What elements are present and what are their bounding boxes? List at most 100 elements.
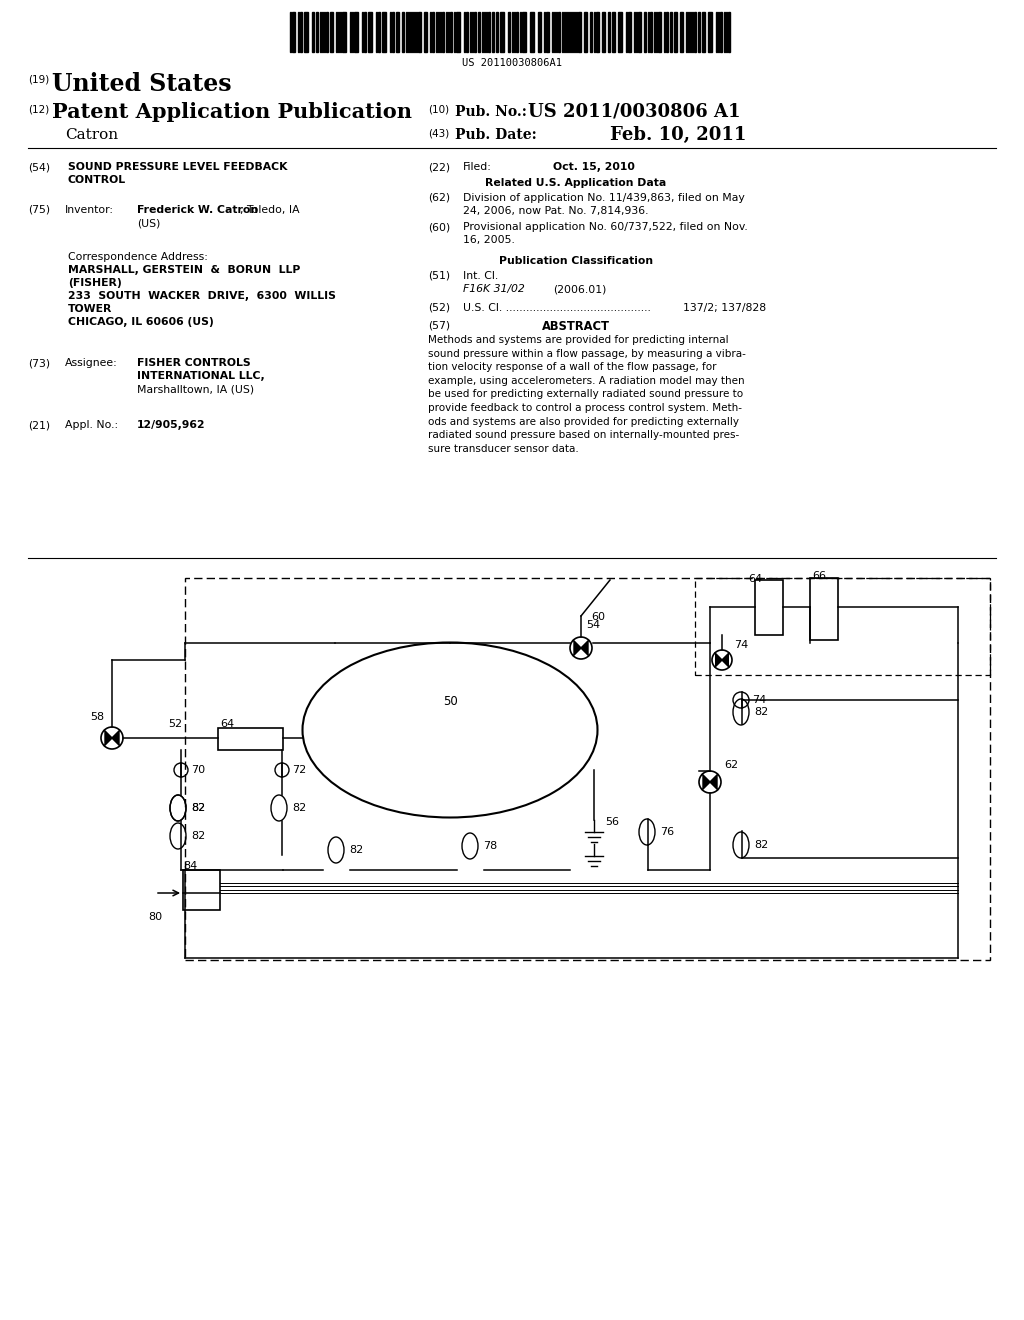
Bar: [354, 12, 358, 51]
Text: 233  SOUTH  WACKER  DRIVE,  6300  WILLIS: 233 SOUTH WACKER DRIVE, 6300 WILLIS: [68, 290, 336, 301]
Polygon shape: [104, 730, 112, 746]
Text: 72: 72: [292, 766, 306, 775]
Text: Related U.S. Application Data: Related U.S. Application Data: [485, 178, 667, 187]
Bar: [602, 12, 605, 51]
Bar: [698, 12, 700, 51]
Bar: [330, 12, 333, 51]
Bar: [755, 579, 783, 635]
Text: Pub. Date:: Pub. Date:: [455, 128, 537, 143]
Text: 84: 84: [183, 861, 198, 871]
Text: F16K 31/02: F16K 31/02: [463, 284, 524, 294]
Polygon shape: [581, 640, 589, 656]
Bar: [558, 12, 560, 51]
Text: INTERNATIONAL LLC,: INTERNATIONAL LLC,: [137, 371, 265, 381]
Bar: [612, 12, 615, 51]
Bar: [638, 12, 641, 51]
Bar: [185, 578, 990, 960]
Polygon shape: [710, 775, 718, 789]
Text: 76: 76: [660, 828, 674, 837]
Text: 137/2; 137/828: 137/2; 137/828: [683, 304, 766, 313]
Bar: [342, 12, 346, 51]
Text: 74: 74: [734, 640, 749, 649]
Text: TOWER: TOWER: [68, 304, 113, 314]
Text: (FISHER): (FISHER): [68, 279, 122, 288]
Text: 60: 60: [591, 612, 605, 622]
Text: Division of application No. 11/439,863, filed on May: Division of application No. 11/439,863, …: [463, 193, 744, 203]
Bar: [392, 12, 394, 51]
Text: 82: 82: [191, 803, 205, 813]
Text: 82: 82: [191, 803, 205, 813]
Text: (73): (73): [28, 358, 50, 368]
Text: (10): (10): [428, 106, 450, 115]
Text: 82: 82: [349, 845, 364, 855]
Bar: [364, 12, 366, 51]
Text: Provisional application No. 60/737,522, filed on Nov.: Provisional application No. 60/737,522, …: [463, 222, 748, 232]
Bar: [466, 12, 468, 51]
Bar: [538, 12, 541, 51]
Text: Patent Application Publication: Patent Application Publication: [52, 102, 412, 121]
Bar: [522, 12, 526, 51]
Bar: [488, 12, 490, 51]
Bar: [608, 12, 610, 51]
Bar: [680, 12, 683, 51]
Bar: [708, 12, 712, 51]
Text: (60): (60): [428, 222, 451, 232]
Text: 58: 58: [90, 711, 104, 722]
Text: 82: 82: [292, 803, 306, 813]
Text: Filed:: Filed:: [463, 162, 492, 172]
Text: CONTROL: CONTROL: [68, 176, 126, 185]
Text: MARSHALL, GERSTEIN  &  BORUN  LLP: MARSHALL, GERSTEIN & BORUN LLP: [68, 265, 300, 275]
Bar: [326, 12, 328, 51]
Bar: [312, 12, 314, 51]
Bar: [810, 578, 838, 640]
Polygon shape: [112, 730, 120, 746]
Text: SOUND PRESSURE LEVEL FEEDBACK: SOUND PRESSURE LEVEL FEEDBACK: [68, 162, 288, 172]
Text: 66: 66: [812, 572, 826, 581]
Text: Assignee:: Assignee:: [65, 358, 118, 368]
Bar: [368, 12, 372, 51]
Text: 64: 64: [220, 719, 234, 729]
Bar: [378, 12, 380, 51]
Bar: [292, 12, 295, 51]
Bar: [478, 12, 480, 51]
Text: (75): (75): [28, 205, 50, 215]
Text: 54: 54: [586, 620, 600, 630]
Text: 24, 2006, now Pat. No. 7,814,936.: 24, 2006, now Pat. No. 7,814,936.: [463, 206, 648, 216]
Bar: [508, 12, 510, 51]
Text: (51): (51): [428, 271, 451, 281]
Text: 62: 62: [724, 760, 738, 770]
Text: U.S. Cl. ...........................................: U.S. Cl. ...............................…: [463, 304, 651, 313]
Polygon shape: [573, 640, 581, 656]
Text: 12/905,962: 12/905,962: [137, 420, 206, 430]
Bar: [584, 12, 587, 51]
Bar: [496, 12, 498, 51]
Bar: [670, 12, 672, 51]
Text: ABSTRACT: ABSTRACT: [542, 319, 610, 333]
Text: Publication Classification: Publication Classification: [499, 256, 653, 267]
Polygon shape: [722, 653, 729, 667]
Bar: [728, 12, 730, 51]
Text: (57): (57): [428, 319, 451, 330]
Bar: [304, 12, 308, 51]
Bar: [418, 12, 421, 51]
Bar: [456, 12, 460, 51]
Text: United States: United States: [52, 73, 231, 96]
Bar: [720, 12, 722, 51]
Bar: [666, 12, 668, 51]
Text: Feb. 10, 2011: Feb. 10, 2011: [610, 125, 746, 144]
Text: (21): (21): [28, 420, 50, 430]
Text: Marshalltown, IA (US): Marshalltown, IA (US): [137, 384, 254, 393]
Text: (43): (43): [428, 128, 450, 139]
Text: (22): (22): [428, 162, 451, 172]
Text: US 20110030806A1: US 20110030806A1: [462, 58, 562, 69]
Text: Frederick W. Catron: Frederick W. Catron: [137, 205, 258, 215]
Polygon shape: [702, 775, 710, 789]
Bar: [316, 12, 318, 51]
Text: Methods and systems are provided for predicting internal
sound pressure within a: Methods and systems are provided for pre…: [428, 335, 745, 454]
Bar: [396, 12, 399, 51]
Bar: [596, 12, 599, 51]
Text: (62): (62): [428, 193, 451, 203]
Text: 82: 82: [754, 708, 768, 717]
Text: FISHER CONTROLS: FISHER CONTROLS: [137, 358, 251, 368]
Text: Int. Cl.: Int. Cl.: [463, 271, 499, 281]
